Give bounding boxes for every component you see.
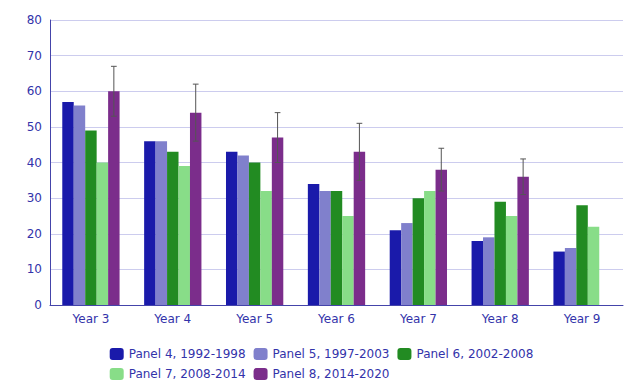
svg-text:Panel 4, 1992-1998: Panel 4, 1992-1998: [129, 347, 246, 361]
svg-text:Year 5: Year 5: [235, 312, 273, 326]
svg-text:60: 60: [27, 84, 42, 98]
svg-text:Year 6: Year 6: [317, 312, 355, 326]
svg-text:Year 7: Year 7: [399, 312, 437, 326]
svg-text:50: 50: [27, 120, 42, 134]
svg-text:40: 40: [27, 156, 42, 170]
svg-text:Year 3: Year 3: [71, 312, 109, 326]
svg-text:10: 10: [27, 262, 42, 276]
svg-text:70: 70: [27, 49, 42, 63]
svg-text:Panel 7, 2008-2014: Panel 7, 2008-2014: [129, 367, 246, 381]
svg-text:20: 20: [27, 227, 42, 241]
svg-text:Year 4: Year 4: [153, 312, 191, 326]
svg-text:30: 30: [27, 191, 42, 205]
svg-text:Year 8: Year 8: [481, 312, 519, 326]
svg-text:0: 0: [34, 298, 42, 312]
svg-text:Panel 8, 2014-2020: Panel 8, 2014-2020: [273, 367, 390, 381]
svg-text:80: 80: [27, 13, 42, 27]
svg-text:Year 9: Year 9: [563, 312, 601, 326]
svg-text:Panel 5, 1997-2003: Panel 5, 1997-2003: [273, 347, 390, 361]
svg-text:Panel 6, 2002-2008: Panel 6, 2002-2008: [416, 347, 533, 361]
